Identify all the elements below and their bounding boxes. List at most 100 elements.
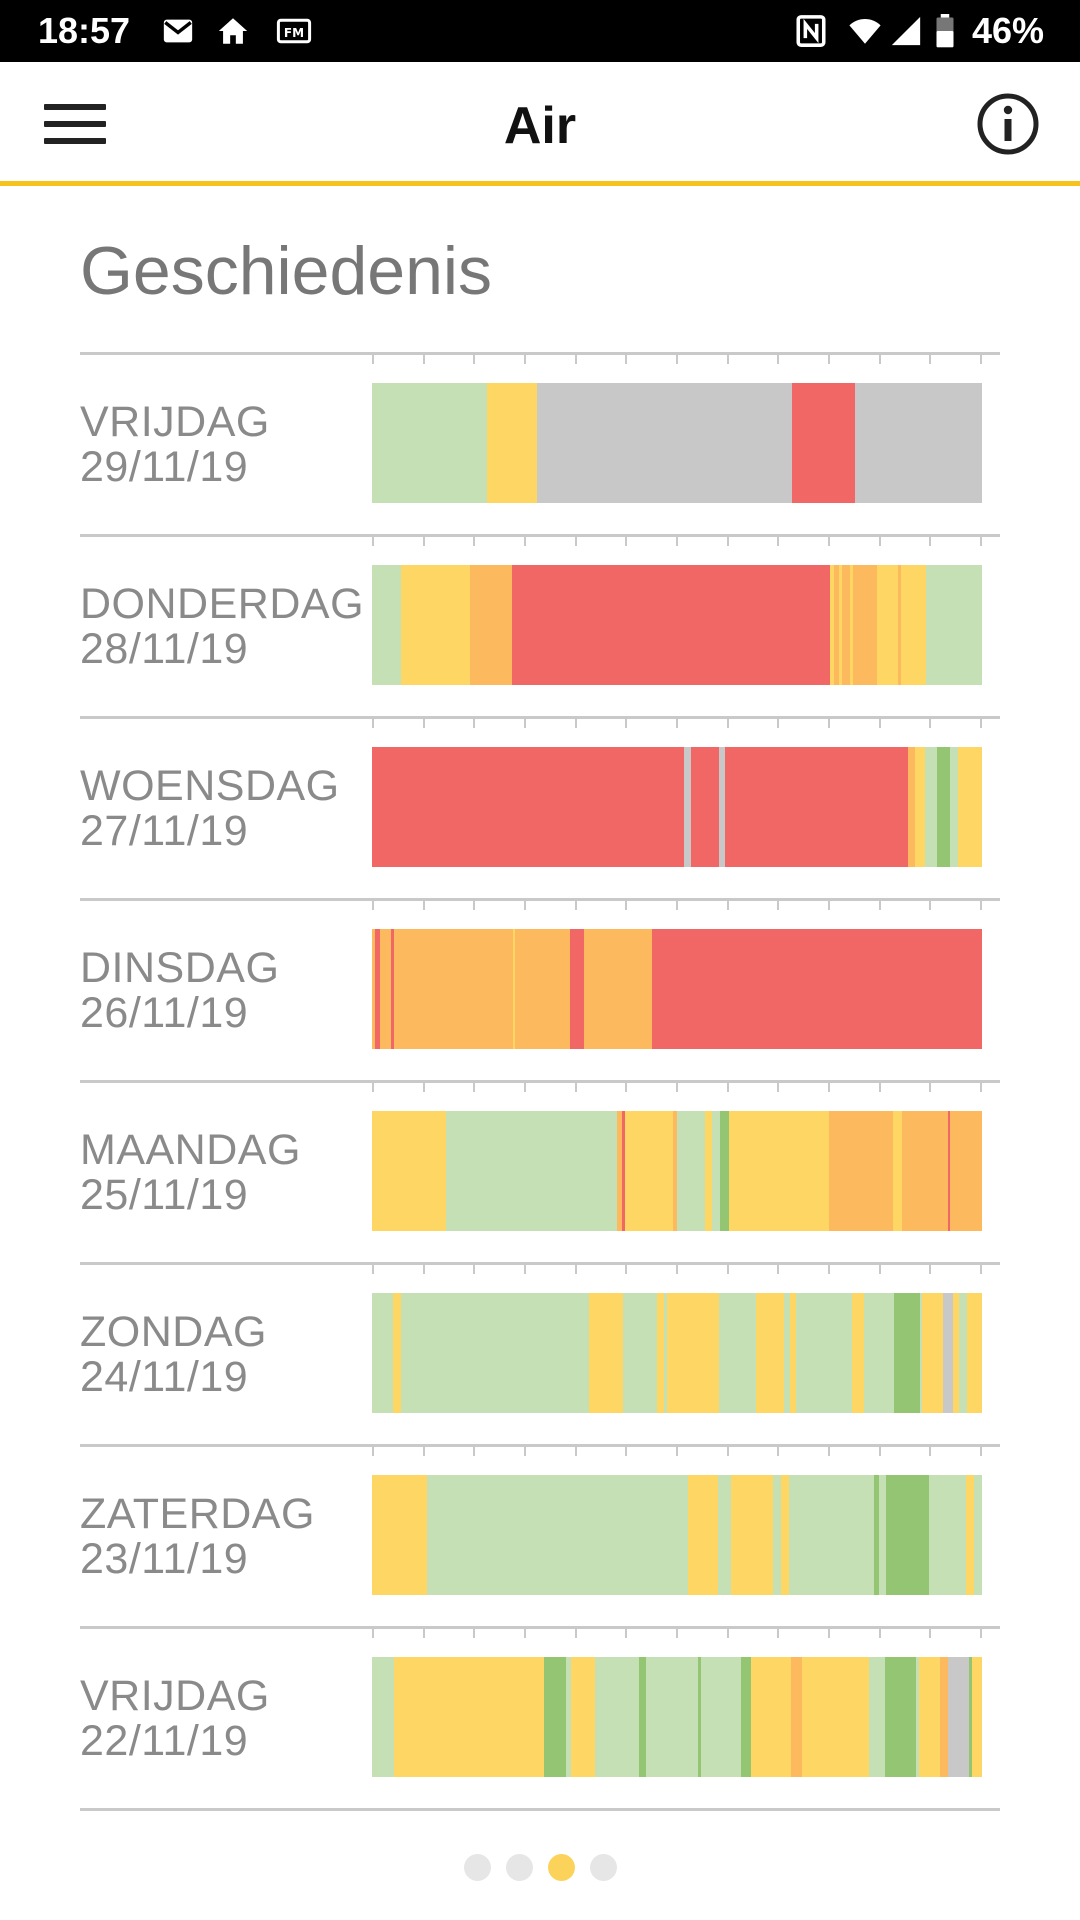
hour-tick xyxy=(574,1083,577,1092)
hour-tick xyxy=(676,355,678,364)
timeline-segment xyxy=(947,1111,951,1231)
timeline-segment xyxy=(379,929,392,1049)
air-quality-timeline-bar[interactable] xyxy=(372,1111,983,1231)
hour-tick xyxy=(574,355,577,364)
hour-tick xyxy=(422,1265,425,1274)
info-icon[interactable] xyxy=(976,92,1040,156)
timeline-segment xyxy=(893,1111,903,1231)
hour-tick xyxy=(625,1265,628,1274)
day-name: DONDERDAG xyxy=(80,580,365,628)
timeline-segment xyxy=(583,929,653,1049)
page-dot[interactable] xyxy=(463,1854,491,1881)
page-indicator xyxy=(0,1854,1080,1881)
timeline-segment xyxy=(864,1293,895,1413)
air-quality-timeline-bar[interactable] xyxy=(372,1475,983,1595)
gmail-icon xyxy=(160,14,196,48)
hour-tick xyxy=(524,537,526,546)
hour-tick xyxy=(676,719,678,728)
day-label: VRIJDAG 22/11/19 xyxy=(80,1674,270,1764)
timeline-segment xyxy=(877,565,899,685)
day-row: ZONDAG 24/11/19 xyxy=(80,1262,1000,1444)
hour-tick xyxy=(422,1629,425,1638)
air-quality-timeline-bar[interactable] xyxy=(372,1293,983,1413)
hour-tick xyxy=(676,901,678,910)
hour-tick xyxy=(726,1265,729,1274)
page-dot[interactable] xyxy=(505,1854,533,1881)
day-date: 26/11/19 xyxy=(80,989,249,1037)
timeline-segment xyxy=(915,1657,919,1777)
timeline-segment xyxy=(718,747,725,867)
hour-tick xyxy=(473,1265,476,1274)
app-bar: Air xyxy=(0,62,1080,186)
row-divider xyxy=(80,1262,1000,1265)
day-label: DONDERDAG 28/11/19 xyxy=(80,582,364,672)
app-title: Air xyxy=(503,97,577,155)
day-label: ZONDAG 24/11/19 xyxy=(80,1310,267,1400)
hour-tick xyxy=(625,901,628,910)
air-quality-timeline-bar[interactable] xyxy=(372,565,983,685)
hour-tick xyxy=(929,1083,932,1092)
svg-text:FM: FM xyxy=(284,26,304,40)
timeline-segment xyxy=(719,1293,757,1413)
hamburger-menu-icon[interactable] xyxy=(40,98,108,150)
timeline-segment xyxy=(390,929,395,1049)
hour-tick xyxy=(372,1083,374,1092)
timeline-segment xyxy=(828,1111,894,1231)
page-dot[interactable] xyxy=(589,1854,617,1881)
hour-tick xyxy=(473,719,476,728)
hour-tick xyxy=(980,1083,982,1092)
row-divider xyxy=(80,1080,1000,1083)
timeline-segment xyxy=(869,1657,886,1777)
timeline-segment xyxy=(372,1293,394,1413)
air-quality-timeline-bar[interactable] xyxy=(372,747,983,867)
day-name: ZONDAG xyxy=(80,1308,267,1356)
hour-tick xyxy=(878,537,881,546)
hour-tick xyxy=(777,1629,780,1638)
timeline-segment xyxy=(393,929,514,1049)
hour-tick xyxy=(980,901,982,910)
air-quality-timeline-bar[interactable] xyxy=(372,1657,983,1777)
timeline-segment xyxy=(780,1475,789,1595)
air-quality-timeline-bar[interactable] xyxy=(372,383,983,503)
timeline-segment xyxy=(486,383,538,503)
hour-tick xyxy=(878,1629,881,1638)
day-row: WOENSDAG 27/11/19 xyxy=(80,716,1000,898)
timeline-segment xyxy=(950,747,958,867)
timeline-segment xyxy=(834,565,840,685)
timeline-segment xyxy=(400,1293,590,1413)
timeline-segment xyxy=(829,565,835,685)
history-list: VRIJDAG 29/11/19 DONDERDAG 28/11/19 WOENSDAG… xyxy=(80,352,1000,1811)
row-divider xyxy=(80,1626,1000,1629)
timeline-segment xyxy=(393,1293,402,1413)
hour-tick xyxy=(473,355,476,364)
timeline-segment xyxy=(842,565,850,685)
page-dot[interactable] xyxy=(547,1854,575,1881)
hour-ticks xyxy=(372,355,982,365)
timeline-segment xyxy=(874,1475,880,1595)
timeline-segment xyxy=(893,1293,920,1413)
hour-tick xyxy=(625,355,628,364)
hour-tick xyxy=(980,719,982,728)
day-label: MAANDAG 25/11/19 xyxy=(80,1128,301,1218)
day-name: WOENSDAG xyxy=(80,762,340,810)
row-divider xyxy=(80,716,1000,719)
timeline-segment xyxy=(957,747,983,867)
row-divider xyxy=(80,352,1000,355)
hour-tick xyxy=(929,719,932,728)
hour-ticks xyxy=(372,901,982,911)
timeline-segment xyxy=(965,1475,975,1595)
hour-tick xyxy=(524,719,526,728)
timeline-segment xyxy=(959,1293,967,1413)
timeline-segment xyxy=(878,1475,887,1595)
timeline-segment xyxy=(445,1111,618,1231)
hour-tick xyxy=(524,1447,526,1456)
air-quality-timeline-bar[interactable] xyxy=(372,929,983,1049)
timeline-segment xyxy=(919,1293,923,1413)
timeline-segment xyxy=(664,1293,668,1413)
day-label: ZATERDAG 23/11/19 xyxy=(80,1492,315,1582)
hour-tick xyxy=(777,901,780,910)
hour-tick xyxy=(372,355,374,364)
hour-tick xyxy=(574,719,577,728)
hour-tick xyxy=(929,1447,932,1456)
timeline-segment xyxy=(372,383,487,503)
